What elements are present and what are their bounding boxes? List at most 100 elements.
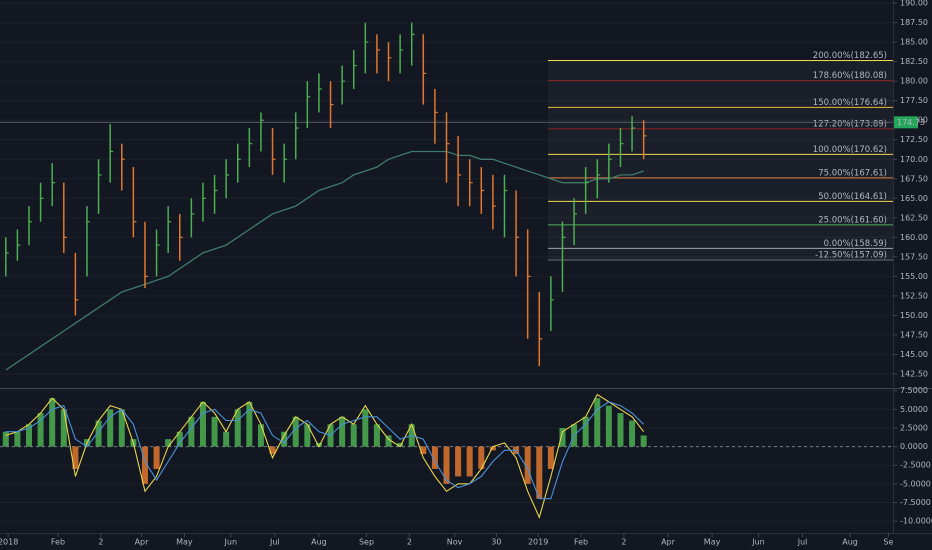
histogram-bar <box>629 420 636 447</box>
histogram-bar <box>199 401 206 447</box>
histogram-bar <box>605 405 612 447</box>
x-tick-label: Apr <box>135 538 150 547</box>
y-tick-label: 152.50 <box>900 291 928 300</box>
histogram-bar <box>72 446 79 469</box>
histogram-bar <box>25 424 32 447</box>
y-tick-label: 172.50 <box>900 135 928 144</box>
histogram-bar <box>211 416 218 447</box>
histogram-bar <box>223 431 230 447</box>
x-tick-label: Aug <box>311 538 327 547</box>
x-tick-label: May <box>704 538 721 547</box>
y-tick-label: 142.50 <box>900 369 928 378</box>
histogram-bar <box>640 435 647 447</box>
x-tick-label: 2019 <box>528 538 548 547</box>
y-tick-label: 7.5000 <box>900 386 928 395</box>
histogram-bar <box>14 431 21 447</box>
histogram-bar <box>385 435 392 447</box>
x-tick-label: Apr <box>661 538 676 547</box>
x-tick-label: Jun <box>224 538 238 547</box>
y-tick-label: 190.00 <box>900 0 928 8</box>
histogram-bar <box>431 446 438 469</box>
histogram-bar <box>246 401 253 447</box>
line <box>5 401 645 500</box>
y-tick-label: 2.5000 <box>900 423 928 432</box>
fib-label: -12.50%(157.09) <box>815 251 887 261</box>
histogram-bar <box>547 446 554 469</box>
histogram-bar <box>60 409 67 447</box>
histogram-bar <box>559 427 566 447</box>
histogram-bar <box>478 446 485 469</box>
y-tick-label: 170.00 <box>900 155 928 164</box>
fib-label: 25.00%(161.60) <box>818 215 887 225</box>
y-tick-label: 167.50 <box>900 174 928 183</box>
y-tick-label: 155.00 <box>900 272 928 281</box>
x-tick-label: Se <box>883 538 893 547</box>
histogram-bar <box>536 446 543 499</box>
fib-label: 200.00%(182.65) <box>813 51 887 61</box>
histogram-bar <box>165 439 172 447</box>
line <box>5 150 644 371</box>
last-price-box <box>894 116 918 129</box>
y-tick-label: 165.00 <box>900 194 928 203</box>
y-tick-label: 160.00 <box>900 233 928 242</box>
histogram-bar <box>292 416 299 447</box>
y-tick-label: 182.50 <box>900 57 928 66</box>
histogram-bar <box>95 420 102 447</box>
y-tick-label: 162.50 <box>900 213 928 222</box>
histogram-bar <box>524 446 531 484</box>
histogram-bar <box>257 424 264 447</box>
fib-label: 75.00%(167.61) <box>818 168 887 178</box>
histogram-bar <box>176 431 183 447</box>
y-tick-label: 185.00 <box>900 38 928 47</box>
fib-label: 178.60%(180.08) <box>813 71 887 81</box>
histogram-bar <box>362 409 369 447</box>
histogram-bar <box>443 446 450 484</box>
x-tick-label: Nov <box>447 538 463 547</box>
y-tick-label: 187.50 <box>900 18 928 27</box>
y-tick-label: -7.5000 <box>900 498 931 507</box>
line <box>5 393 645 520</box>
x-tick-label: May <box>176 538 193 547</box>
y-tick-label: 157.50 <box>900 252 928 261</box>
fib-label: 127.20%(173.89) <box>813 119 887 129</box>
fib-zone <box>548 61 893 261</box>
x-tick-label: Feb <box>51 538 65 547</box>
fib-label: 100.00%(170.62) <box>813 145 887 155</box>
histogram-bar <box>2 431 9 447</box>
x-tick-label: 30 <box>491 538 501 547</box>
fib-label: 50.00%(164.61) <box>818 192 887 202</box>
x-tick-label: Jun <box>751 538 765 547</box>
histogram-bar <box>304 424 311 447</box>
histogram-bar <box>188 416 195 447</box>
x-tick-label: Feb <box>574 538 588 547</box>
histogram-bar <box>49 398 56 447</box>
last-price-label: 174.73 <box>897 118 925 127</box>
y-tick-label: 0.0000 <box>900 442 928 451</box>
histogram-bar <box>107 409 114 447</box>
y-tick-label: 150.00 <box>900 311 928 320</box>
x-tick-label: Jul <box>797 538 808 547</box>
y-tick-label: -10.0000 <box>900 517 932 526</box>
fib-label: 150.00%(176.64) <box>813 98 887 108</box>
histogram-bar <box>234 409 241 447</box>
x-tick-label: Sep <box>359 538 374 547</box>
y-tick-label: 180.00 <box>900 77 928 86</box>
histogram-bar <box>489 446 496 451</box>
y-tick-label: 177.50 <box>900 96 928 105</box>
x-tick-label: 2 <box>407 538 412 547</box>
histogram-bar <box>141 446 148 484</box>
y-tick-label: 147.50 <box>900 330 928 339</box>
y-tick-label: -5.0000 <box>900 479 931 488</box>
histogram-bar <box>118 409 125 447</box>
histogram-bar <box>466 446 473 477</box>
y-tick-label: 5.0000 <box>900 405 928 414</box>
histogram-bar <box>420 446 427 455</box>
x-tick-label: 2018 <box>0 538 18 547</box>
histogram-bar <box>350 424 357 447</box>
histogram-bar <box>37 413 44 447</box>
histogram-bar <box>281 431 288 447</box>
histogram-bar <box>315 442 322 447</box>
histogram-bar <box>373 424 380 447</box>
histogram-bar <box>269 446 276 455</box>
